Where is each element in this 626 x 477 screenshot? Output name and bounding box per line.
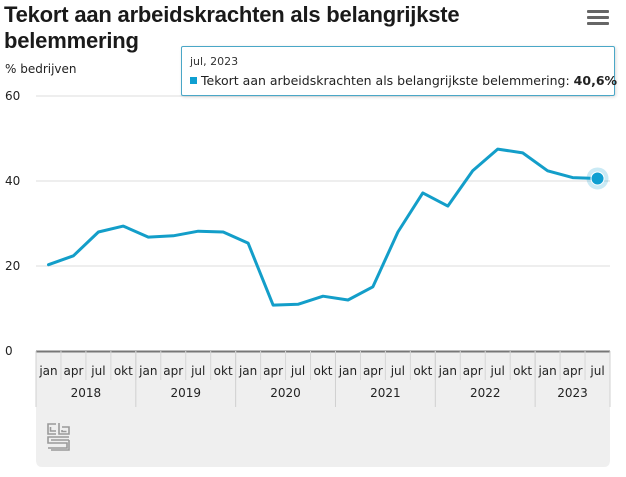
- chart-title: Tekort aan arbeidskrachten als belangrij…: [4, 2, 460, 53]
- x-tick-label: apr: [63, 364, 83, 378]
- hamburger-menu-icon[interactable]: [587, 10, 609, 28]
- x-tick-label: apr: [363, 364, 383, 378]
- x-tick-label: jul: [290, 364, 305, 378]
- year-label: 2022: [470, 386, 501, 400]
- year-label: 2019: [170, 386, 201, 400]
- tooltip-value: 40,6%: [573, 73, 618, 88]
- tooltip-row: Tekort aan arbeidskrachten als belangrij…: [190, 73, 617, 88]
- x-tick-label: jul: [390, 364, 405, 378]
- x-tick-label: jul: [190, 364, 205, 378]
- x-tick-label: apr: [563, 364, 583, 378]
- x-tick-label: jan: [38, 364, 57, 378]
- x-tick-label: jul: [490, 364, 505, 378]
- y-tick-label: 40: [5, 174, 20, 188]
- x-tick-label: apr: [463, 364, 483, 378]
- year-label: 2021: [370, 386, 401, 400]
- x-tick-label: jan: [438, 364, 457, 378]
- y-tick-label: 60: [5, 89, 20, 103]
- series-swatch-icon: [190, 77, 197, 84]
- x-tick-label: okt: [214, 364, 233, 378]
- x-tick-label: jan: [537, 364, 556, 378]
- year-label: 2020: [270, 386, 301, 400]
- year-label: 2018: [71, 386, 102, 400]
- tooltip-series-label: Tekort aan arbeidskrachten als belangrij…: [201, 73, 570, 88]
- tooltip-date: jul, 2023: [190, 55, 239, 68]
- series-line: [47, 147, 599, 307]
- x-tick-label: jan: [338, 364, 357, 378]
- tooltip: jul, 2023 Tekort aan arbeidskrachten als…: [181, 46, 617, 96]
- x-tick-label: apr: [163, 364, 183, 378]
- x-axis-band: [36, 351, 610, 467]
- cbs-logo-icon: [46, 422, 72, 456]
- highlighted-data-point: [590, 171, 605, 186]
- x-tick-label: jan: [138, 364, 157, 378]
- y-tick-label: 20: [5, 259, 20, 273]
- x-tick-label: okt: [114, 364, 133, 378]
- x-tick-label: okt: [513, 364, 532, 378]
- year-label: 2023: [557, 386, 588, 400]
- y-tick-label: 0: [5, 344, 13, 358]
- x-tick-label: okt: [413, 364, 432, 378]
- x-tick-label: apr: [263, 364, 283, 378]
- x-tick-label: okt: [314, 364, 333, 378]
- x-tick-label: jul: [90, 364, 105, 378]
- y-axis-label: % bedrijven: [5, 62, 77, 76]
- x-tick-label: jan: [238, 364, 257, 378]
- x-tick-label: jul: [589, 364, 604, 378]
